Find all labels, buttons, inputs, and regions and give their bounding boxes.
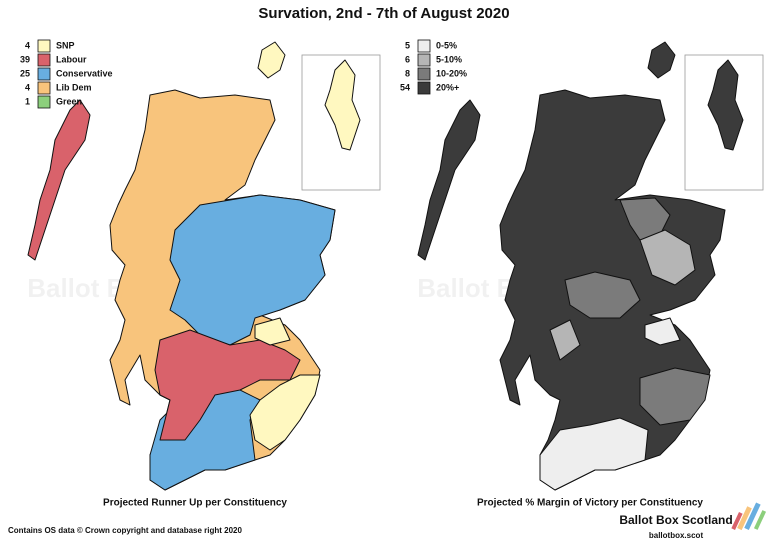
legend-swatch — [417, 67, 431, 81]
legend-label: 5-10% — [436, 54, 462, 64]
legend-swatch — [37, 95, 51, 109]
legend-count: 54 — [400, 82, 410, 92]
inset-box — [301, 54, 381, 191]
credit: Contains OS data © Crown copyright and d… — [8, 526, 242, 535]
legend-swatch — [37, 81, 51, 95]
legend-swatch — [37, 53, 51, 67]
region — [549, 319, 581, 361]
runner-up-map: Ballot Box Scotland Projected Runner Up … — [27, 41, 381, 509]
brand: Ballot Box Scotland — [619, 513, 732, 527]
region — [644, 317, 681, 346]
legend-count: 5 — [405, 40, 410, 50]
legend-label: Green — [56, 96, 82, 106]
legend-label: 10-20% — [436, 68, 467, 78]
region — [639, 367, 711, 426]
legend-label: 20%+ — [436, 82, 459, 92]
islands — [257, 41, 286, 79]
islands — [417, 99, 481, 261]
inset-box — [684, 54, 764, 191]
brand-url: ballotbox.scot — [649, 531, 704, 540]
region — [249, 374, 321, 451]
caption: Projected Runner Up per Constituency — [103, 498, 287, 509]
legend-count: 1 — [25, 96, 30, 106]
logo — [731, 502, 767, 531]
legend-count: 25 — [20, 68, 30, 78]
margin-map: Ballot Box Scotland Projected % Margin o… — [417, 41, 764, 509]
region — [169, 194, 336, 346]
region — [564, 271, 641, 319]
region — [539, 417, 649, 491]
legend-label: Labour — [56, 54, 87, 64]
legend-count: 39 — [20, 54, 30, 64]
legend-swatch — [417, 53, 431, 67]
legend-count: 4 — [25, 82, 30, 92]
legend-label: Conservative — [56, 68, 113, 78]
caption: Projected % Margin of Victory per Consti… — [477, 498, 703, 509]
legend-swatch — [37, 67, 51, 81]
islands — [27, 99, 91, 261]
islands — [647, 41, 676, 79]
legend-label: 0-5% — [436, 40, 457, 50]
region — [254, 317, 291, 346]
region — [639, 229, 696, 286]
legend-label: Lib Dem — [56, 82, 92, 92]
legend-swatch — [37, 39, 51, 53]
islands — [324, 59, 361, 151]
legend-label: SNP — [56, 40, 75, 50]
legend-swatch — [417, 39, 431, 53]
title: Survation, 2nd - 7th of August 2020 — [258, 5, 509, 22]
legend-count: 4 — [25, 40, 30, 50]
islands — [707, 59, 744, 151]
region — [154, 329, 301, 441]
legend-count: 8 — [405, 68, 410, 78]
legend-count: 6 — [405, 54, 410, 64]
legend-swatch — [417, 81, 431, 95]
